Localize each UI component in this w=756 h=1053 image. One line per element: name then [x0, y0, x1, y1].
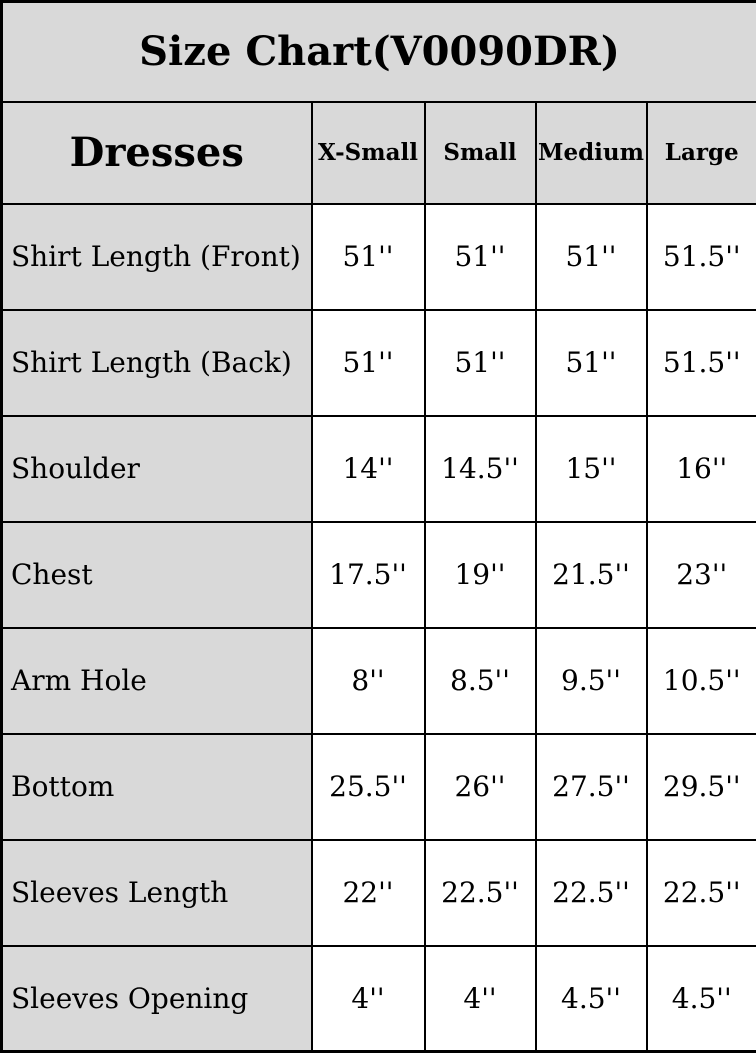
title-row: Size Chart(V0090DR): [2, 2, 756, 102]
row-label: Shoulder: [2, 416, 312, 522]
value-cell: 4.5'': [536, 946, 647, 1052]
value-cell: 51'': [312, 204, 425, 310]
row-label: Shirt Length (Front): [2, 204, 312, 310]
table-row: Bottom 25.5'' 26'' 27.5'' 29.5'': [2, 734, 756, 840]
table-row: Sleeves Length 22'' 22.5'' 22.5'' 22.5'': [2, 840, 756, 946]
value-cell: 25.5'': [312, 734, 425, 840]
value-cell: 14.5'': [425, 416, 536, 522]
value-cell: 51'': [536, 310, 647, 416]
value-cell: 22.5'': [647, 840, 756, 946]
value-cell: 16'': [647, 416, 756, 522]
value-cell: 29.5'': [647, 734, 756, 840]
value-cell: 22'': [312, 840, 425, 946]
value-cell: 19'': [425, 522, 536, 628]
value-cell: 10.5'': [647, 628, 756, 734]
value-cell: 22.5'': [425, 840, 536, 946]
table-row: Chest 17.5'' 19'' 21.5'' 23'': [2, 522, 756, 628]
column-header-large: Large: [647, 102, 756, 204]
value-cell: 22.5'': [536, 840, 647, 946]
table-row: Shirt Length (Front) 51'' 51'' 51'' 51.5…: [2, 204, 756, 310]
value-cell: 23'': [647, 522, 756, 628]
row-label: Arm Hole: [2, 628, 312, 734]
value-cell: 51'': [312, 310, 425, 416]
value-cell: 9.5'': [536, 628, 647, 734]
value-cell: 51'': [425, 204, 536, 310]
value-cell: 4.5'': [647, 946, 756, 1052]
table-row: Sleeves Opening 4'' 4'' 4.5'' 4.5'': [2, 946, 756, 1052]
value-cell: 4'': [312, 946, 425, 1052]
value-cell: 27.5'': [536, 734, 647, 840]
row-label: Sleeves Length: [2, 840, 312, 946]
row-label: Chest: [2, 522, 312, 628]
value-cell: 21.5'': [536, 522, 647, 628]
value-cell: 51'': [536, 204, 647, 310]
row-label: Shirt Length (Back): [2, 310, 312, 416]
value-cell: 8'': [312, 628, 425, 734]
value-cell: 14'': [312, 416, 425, 522]
table-row: Shirt Length (Back) 51'' 51'' 51'' 51.5'…: [2, 310, 756, 416]
column-header-xsmall: X-Small: [312, 102, 425, 204]
value-cell: 17.5'': [312, 522, 425, 628]
table-row: Shoulder 14'' 14.5'' 15'' 16'': [2, 416, 756, 522]
value-cell: 4'': [425, 946, 536, 1052]
column-header-medium: Medium: [536, 102, 647, 204]
value-cell: 26'': [425, 734, 536, 840]
row-label: Bottom: [2, 734, 312, 840]
column-header-small: Small: [425, 102, 536, 204]
value-cell: 51.5'': [647, 310, 756, 416]
chart-title: Size Chart(V0090DR): [2, 2, 756, 102]
value-cell: 51'': [425, 310, 536, 416]
value-cell: 8.5'': [425, 628, 536, 734]
corner-header-dresses: Dresses: [2, 102, 312, 204]
value-cell: 51.5'': [647, 204, 756, 310]
value-cell: 15'': [536, 416, 647, 522]
row-label: Sleeves Opening: [2, 946, 312, 1052]
header-row: Dresses X-Small Small Medium Large: [2, 102, 756, 204]
table-row: Arm Hole 8'' 8.5'' 9.5'' 10.5'': [2, 628, 756, 734]
